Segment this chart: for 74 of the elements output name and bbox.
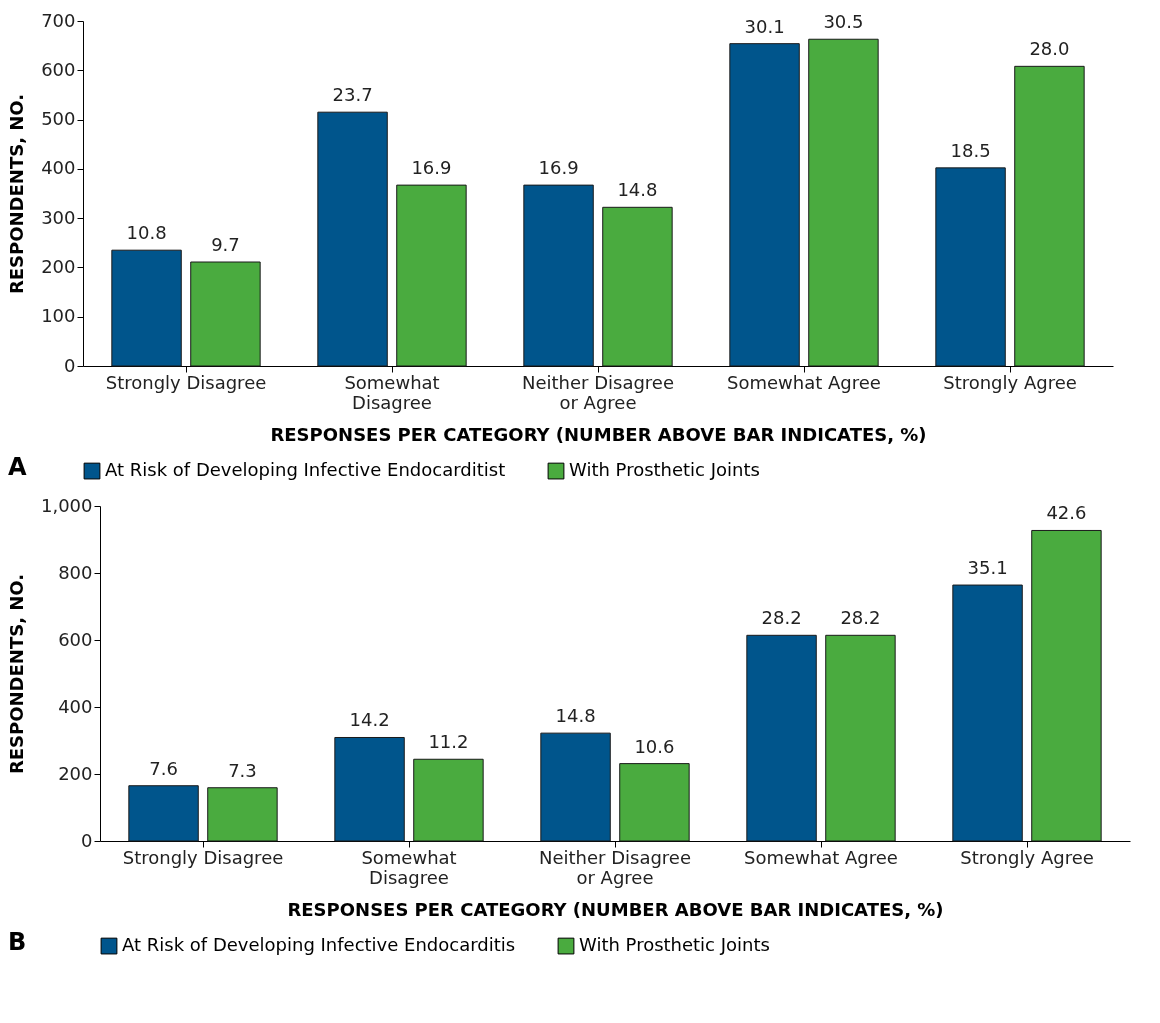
x-tick-label: Strongly Agree [960, 846, 1094, 868]
bar [396, 184, 467, 367]
bar [1014, 65, 1085, 367]
annotation: 7.6 [149, 757, 178, 779]
annotation: 42.6 [1046, 502, 1087, 524]
text: B [8, 928, 27, 956]
bar [825, 634, 896, 842]
legend-label: At Risk of Developing Infective Endocarditist [105, 459, 506, 481]
annotation: 16.9 [411, 157, 452, 179]
annotation: 9.7 [211, 234, 240, 256]
annotation: 35.1 [967, 557, 1008, 579]
bar [729, 43, 800, 367]
x-tick-label: Neither Disagree or Agree [521, 371, 675, 413]
y-tick-label: 200 [58, 762, 93, 784]
legend-label: With Prosthetic Joints [579, 934, 770, 956]
annotation: 16.9 [538, 157, 579, 179]
text: A [8, 453, 27, 481]
annotation: 11.2 [428, 731, 469, 753]
bar [317, 111, 388, 367]
y-tick-label: 200 [41, 255, 76, 277]
y-tick-label: 300 [41, 206, 76, 228]
y-tick-label: 800 [58, 561, 93, 583]
bar [334, 736, 405, 842]
bar [935, 167, 1006, 367]
bar [128, 785, 199, 842]
y-tick-label: 700 [41, 9, 76, 31]
y-tick-label: 0 [64, 354, 76, 376]
y-axis-title: RESPONDENTS, NO. [5, 573, 27, 775]
bar [746, 634, 817, 842]
x-tick-label: Somewhat Disagree [344, 371, 440, 413]
annotation: 18.5 [950, 139, 991, 161]
y-tick-label: 600 [41, 58, 76, 80]
y-tick-label: 500 [41, 108, 76, 130]
bar [523, 184, 594, 367]
annotation: 30.5 [823, 11, 864, 33]
annotation: 14.8 [617, 179, 658, 201]
y-tick-label: 400 [41, 157, 76, 179]
annotation: 28.0 [1029, 38, 1070, 60]
bar [207, 787, 278, 842]
annotation: 14.2 [349, 709, 390, 731]
x-axis-title: RESPONSES PER CATEGORY (NUMBER ABOVE BAR INDICATES, %) [270, 423, 927, 445]
x-axis-title: RESPONSES PER CATEGORY (NUMBER ABOVE BAR INDICATES, %) [287, 898, 944, 920]
y-tick-label: 400 [58, 695, 93, 717]
x-tick-label: Strongly Disagree [122, 846, 284, 868]
annotation: 28.2 [840, 607, 881, 629]
x-tick-label: Neither Disagree or Agree [538, 846, 692, 888]
annotation: 30.1 [744, 15, 785, 37]
bar [190, 261, 261, 367]
annotation: 7.3 [228, 759, 257, 781]
bar [540, 732, 611, 842]
annotation: 23.7 [332, 84, 373, 106]
x-tick-label: Strongly Agree [943, 371, 1077, 393]
bar [952, 584, 1023, 842]
annotation: 10.8 [126, 222, 167, 244]
x-tick-label: Strongly Disagree [105, 371, 267, 393]
annotation: 14.8 [555, 705, 596, 727]
x-tick-label: Somewhat Agree [727, 371, 881, 393]
x-tick-label: Somewhat Agree [744, 846, 898, 868]
annotation: 10.6 [634, 735, 675, 757]
x-tick-label: Somewhat Disagree [361, 846, 457, 888]
legend-label: At Risk of Developing Infective Endocarditis [122, 934, 516, 956]
bar [111, 249, 182, 367]
legend-label: With Prosthetic Joints [569, 459, 760, 481]
bar [602, 206, 673, 367]
bar [808, 38, 879, 367]
bar [619, 763, 690, 842]
y-axis-title: RESPONDENTS, NO. [6, 93, 28, 295]
y-tick-label: 100 [41, 305, 76, 327]
y-tick-label: 1,000 [40, 494, 93, 516]
y-tick-label: 0 [81, 829, 93, 851]
bar [413, 758, 484, 842]
y-tick-label: 600 [58, 628, 93, 650]
annotation: 28.2 [761, 607, 802, 629]
bar [1031, 529, 1102, 842]
